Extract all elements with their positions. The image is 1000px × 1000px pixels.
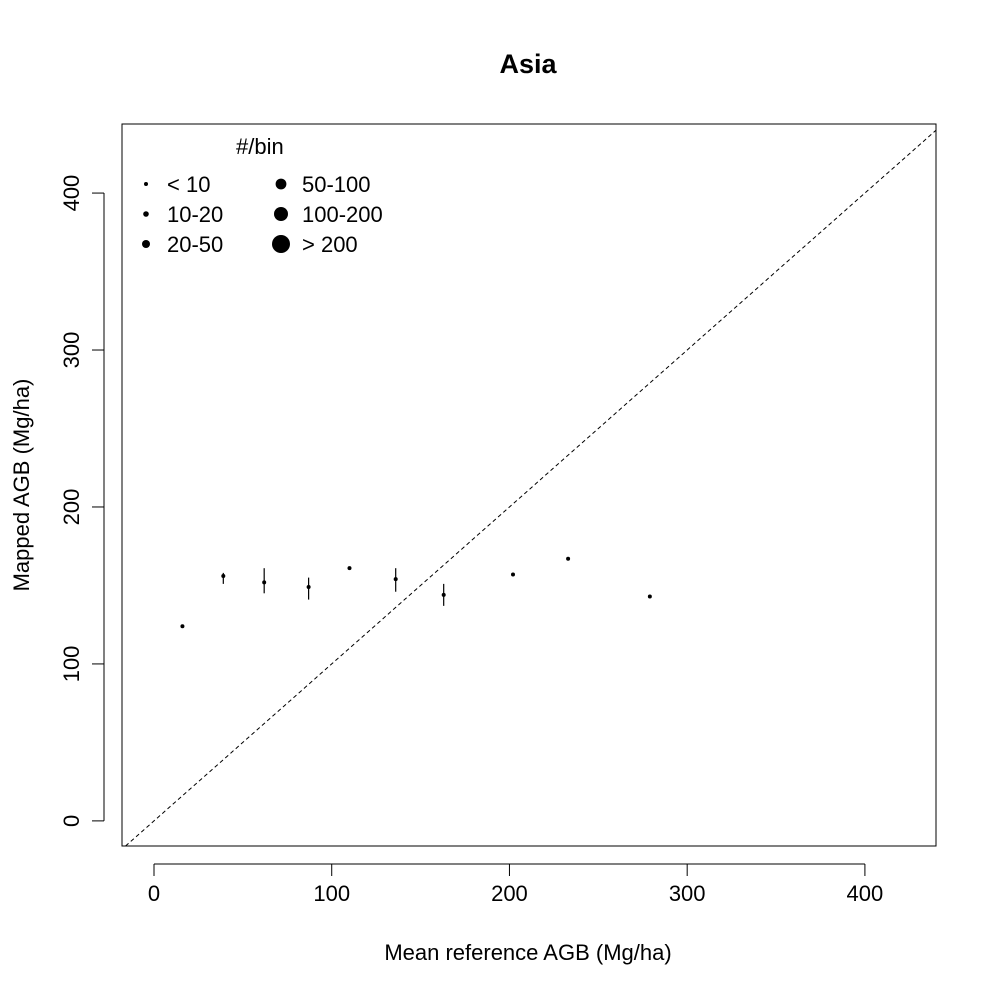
- data-points: [180, 556, 652, 629]
- legend-symbol: [272, 235, 290, 253]
- data-point: [511, 572, 516, 577]
- legend-symbol: [143, 211, 149, 217]
- legend-label: 50-100: [302, 172, 371, 197]
- legend-label: 10-20: [167, 202, 223, 227]
- x-tick-label: 400: [847, 881, 884, 906]
- y-tick-label: 100: [59, 646, 84, 683]
- y-tick-label: 0: [59, 815, 84, 827]
- legend-symbol: [275, 178, 287, 190]
- legend-label: < 10: [167, 172, 210, 197]
- legend-symbol: [274, 207, 288, 221]
- data-point: [566, 556, 571, 561]
- legend: #/bin < 10 10-20 20-50 50-100 100-200 > 200: [142, 134, 383, 257]
- data-point: [180, 624, 185, 629]
- x-tick-label: 100: [313, 881, 350, 906]
- data-point: [306, 585, 311, 590]
- x-axis-title: Mean reference AGB (Mg/ha): [384, 940, 671, 965]
- y-tick-label: 200: [59, 489, 84, 526]
- data-point: [441, 592, 446, 597]
- legend-label: 20-50: [167, 232, 223, 257]
- data-point: [647, 594, 652, 599]
- y-axis-title: Mapped AGB (Mg/ha): [9, 379, 34, 592]
- data-point: [393, 577, 398, 582]
- legend-label: > 200: [302, 232, 358, 257]
- data-point: [221, 574, 226, 579]
- data-point: [262, 580, 267, 585]
- chart-title: Asia: [499, 49, 557, 79]
- y-tick-label: 400: [59, 175, 84, 212]
- x-tick-label: 200: [491, 881, 528, 906]
- one-to-one-line: [125, 129, 937, 847]
- y-tick-label: 300: [59, 332, 84, 369]
- plot-frame: [121, 123, 937, 847]
- x-tick-label: 0: [148, 881, 160, 906]
- y-axis: 0 100 200 300 400: [59, 175, 105, 827]
- error-bars: [222, 568, 445, 606]
- legend-symbol: [142, 240, 150, 248]
- legend-title: #/bin: [236, 134, 284, 159]
- legend-symbol: [144, 182, 148, 186]
- data-point: [347, 566, 352, 571]
- legend-label: 100-200: [302, 202, 383, 227]
- x-axis: 0 100 200 300 400: [148, 863, 884, 906]
- x-tick-label: 300: [669, 881, 706, 906]
